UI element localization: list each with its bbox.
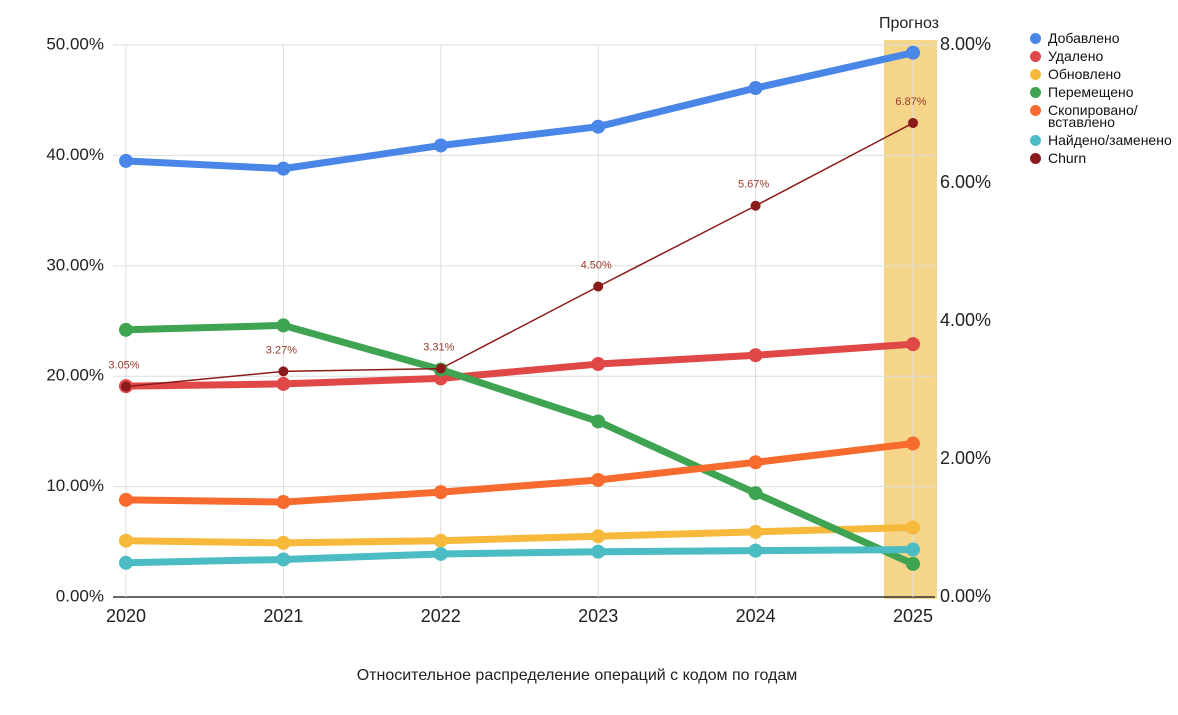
legend-swatch — [1030, 33, 1041, 44]
point — [906, 542, 920, 557]
point — [119, 555, 133, 570]
chart-title: Относительное распределение операций с к… — [357, 667, 798, 684]
point — [591, 472, 606, 487]
legend-swatch — [1030, 87, 1041, 98]
point — [591, 414, 606, 429]
point — [433, 533, 448, 548]
x-tick-label: 2024 — [736, 606, 776, 626]
point — [435, 363, 446, 374]
y-tick-label: 50.00% — [46, 34, 104, 53]
y-tick-label: 20.00% — [46, 366, 104, 385]
point — [906, 45, 920, 60]
legend-item: Удалено — [1030, 48, 1176, 64]
legend-swatch — [1030, 69, 1041, 80]
series-line — [122, 321, 917, 568]
point — [748, 348, 763, 363]
point — [119, 492, 133, 507]
point — [119, 533, 133, 548]
point — [748, 455, 763, 470]
data-label: 6.87% — [895, 96, 926, 108]
data-label: 3.05% — [108, 359, 139, 371]
legend-label: Обновлено — [1048, 66, 1122, 82]
legend-label: Перемещено — [1048, 84, 1134, 100]
point — [433, 485, 448, 500]
legend-swatch — [1030, 153, 1041, 164]
legend-label: Добавлено — [1048, 30, 1120, 46]
legend-label: Скопировано/ вставлено — [1048, 102, 1138, 130]
legend-item: Churn — [1030, 150, 1176, 166]
point — [121, 381, 131, 392]
point — [276, 495, 291, 510]
y-tick-label: 40.00% — [46, 145, 104, 164]
y-tick-label: 0.00% — [56, 586, 104, 605]
point — [433, 546, 448, 561]
y2-tick-label: 4.00% — [940, 310, 991, 330]
y2-tick-label: 2.00% — [940, 448, 991, 468]
point — [748, 81, 763, 96]
point — [748, 486, 763, 501]
point — [748, 524, 763, 539]
legend-label: Найдено/заменено — [1048, 132, 1172, 148]
point — [276, 552, 291, 567]
point — [119, 153, 133, 168]
series-line — [122, 49, 917, 173]
legend-swatch — [1030, 51, 1041, 62]
series-line — [122, 340, 917, 390]
legend-item: Добавлено — [1030, 30, 1176, 46]
point — [276, 535, 291, 550]
legend-item: Перемещено — [1030, 84, 1176, 100]
point — [593, 281, 604, 292]
point — [591, 357, 606, 372]
series-line — [122, 523, 917, 547]
data-label: 4.50% — [581, 259, 612, 271]
legend-item: Скопировано/ вставлено — [1030, 102, 1176, 130]
x-tick-label: 2022 — [421, 606, 461, 626]
point — [748, 543, 763, 558]
point — [750, 200, 761, 211]
y2-tick-label: 8.00% — [940, 34, 991, 54]
legend-label: Удалено — [1048, 48, 1104, 64]
forecast-label: Прогноз — [879, 15, 939, 32]
y-tick-label: 10.00% — [46, 476, 104, 495]
point — [906, 436, 920, 451]
point — [276, 318, 291, 333]
point — [906, 556, 920, 571]
legend-label: Churn — [1048, 150, 1087, 166]
point — [906, 520, 920, 535]
point — [908, 117, 918, 128]
point — [278, 366, 289, 377]
x-tick-label: 2020 — [106, 606, 146, 626]
point — [591, 529, 606, 544]
point — [591, 544, 606, 559]
x-tick-label: 2023 — [578, 606, 618, 626]
y2-tick-label: 0.00% — [940, 586, 991, 606]
series-line — [122, 546, 917, 567]
legend: Добавлено Удалено Обновлено Перемещено Скопи… — [1030, 30, 1176, 170]
data-label: 3.31% — [423, 342, 454, 354]
point — [119, 322, 133, 337]
point — [906, 337, 920, 352]
data-label: 5.67% — [738, 179, 769, 191]
legend-item: Найдено/заменено — [1030, 132, 1176, 148]
point — [591, 119, 606, 134]
point — [276, 161, 291, 176]
point — [433, 138, 448, 153]
y-tick-label: 30.00% — [46, 255, 104, 274]
churn-line — [125, 122, 914, 388]
point — [276, 376, 291, 391]
x-tick-label: 2025 — [893, 606, 933, 626]
series-line — [122, 440, 917, 506]
y2-tick-label: 6.00% — [940, 172, 991, 192]
data-label: 3.27% — [266, 344, 297, 356]
legend-swatch — [1030, 135, 1041, 146]
legend-item: Обновлено — [1030, 66, 1176, 82]
x-tick-label: 2021 — [263, 606, 303, 626]
legend-swatch — [1030, 105, 1041, 116]
